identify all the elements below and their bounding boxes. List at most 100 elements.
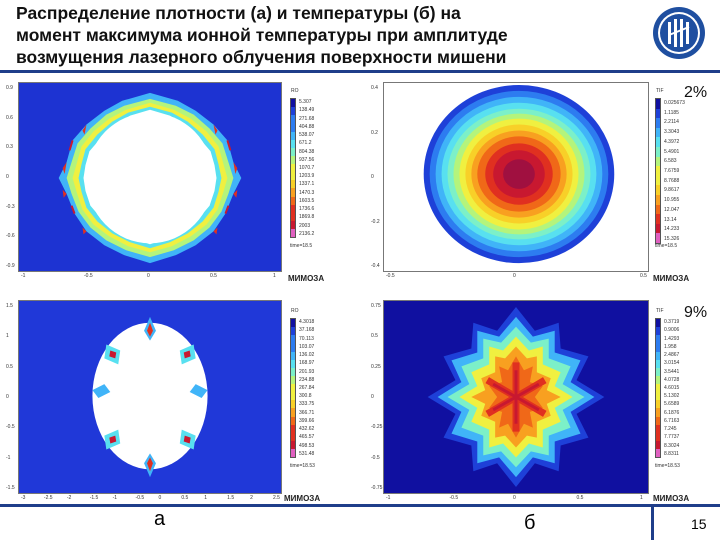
colorbar-value: 1736.6 — [299, 206, 315, 213]
colorbar-value: 6.1876 — [664, 409, 680, 416]
colorbar-segment — [656, 367, 660, 376]
amplitude-label-top: 2% — [684, 84, 708, 101]
colorbar-value: 138.49 — [299, 107, 315, 114]
colorbar-segment — [656, 449, 660, 458]
title-line-2: момент максимума ионной температуры при … — [16, 25, 508, 45]
colorbar-value: 6.7163 — [664, 417, 680, 424]
x-tick-label: 0 — [158, 495, 162, 501]
colorbar-segment — [291, 220, 295, 229]
plot-temperature-9pct — [383, 300, 649, 494]
colorbar — [655, 318, 661, 458]
colorbar-segment — [656, 319, 660, 328]
y-tick-label: 0 — [6, 174, 9, 180]
colorbar-segment — [656, 156, 660, 167]
colorbar-segment — [291, 196, 295, 205]
colorbar-segment — [291, 359, 295, 368]
title-line-1: Распределение плотности (а) и температур… — [16, 3, 461, 23]
x-tick-label: 0 — [147, 273, 150, 279]
colorbar-value: 4.6015 — [664, 385, 680, 391]
y-tick-label: -0.2 — [371, 218, 380, 225]
colorbar-segment — [656, 408, 660, 417]
colorbar-segment — [291, 408, 295, 417]
colorbar-segment — [291, 400, 295, 409]
colorbar-value: 3.5441 — [664, 368, 680, 375]
colorbar-value: 1070.7 — [299, 165, 315, 171]
colorbar-title: TIF — [656, 88, 664, 94]
colorbar-segment — [291, 335, 295, 344]
colorbar-value: 5.6589 — [664, 401, 680, 408]
colorbar-segment — [656, 440, 660, 449]
colorbar-value: 1.4293 — [664, 335, 680, 342]
colorbar-segment — [656, 327, 660, 336]
bottom-divider — [651, 504, 654, 540]
colorbar-segment — [291, 416, 295, 425]
colorbar-value: 7.6759 — [664, 168, 680, 174]
plot-density-9pct — [18, 300, 282, 494]
x-tick-label: -2 — [66, 495, 72, 501]
colorbar-value: 3.3043 — [664, 129, 680, 136]
x-tick-label: -0.5 — [449, 495, 459, 501]
amplitude-label-bottom: 9% — [684, 304, 708, 321]
colorbar-segment — [656, 424, 660, 433]
colorbar-segment — [656, 384, 660, 393]
colorbar-value: 671.2 — [299, 140, 312, 147]
plot-density-2pct — [18, 82, 282, 272]
title-line-3: возмущения лазерного облучения поверхнос… — [16, 47, 507, 67]
colorbar-segment — [291, 424, 295, 433]
y-tick-label: -0.6 — [6, 233, 15, 240]
colorbar-segment — [291, 449, 295, 458]
colorbar-value: 1337.1 — [299, 181, 315, 188]
colorbar — [290, 318, 296, 458]
colorbar-value: 1203.9 — [299, 173, 315, 180]
colorbar-value: 7.7737 — [664, 434, 680, 441]
colorbar-value: 8.3024 — [664, 442, 680, 449]
colorbar-segment — [656, 204, 660, 215]
colorbar-value: 5.1302 — [664, 393, 680, 400]
colorbar-segment — [291, 319, 295, 328]
colorbar-segment — [291, 188, 295, 197]
x-tick-label: 1 — [204, 495, 208, 501]
colorbar-segment — [656, 416, 660, 425]
colorbar-value: 300.8 — [299, 393, 312, 400]
x-tick-label: -1 — [112, 495, 118, 501]
colorbar-value: 404.88 — [299, 123, 315, 130]
colorbar-segment — [656, 343, 660, 352]
colorbar-segment — [656, 99, 660, 109]
colorbar-segment — [656, 166, 660, 176]
y-tick-label: 0.75 — [371, 303, 381, 309]
colorbar-segment — [291, 212, 295, 221]
colorbar-segment — [291, 139, 295, 148]
colorbar-value: 10.955 — [664, 197, 680, 204]
colorbar-value: 2.2114 — [664, 119, 679, 126]
x-tick-label: -0.5 — [135, 495, 145, 501]
y-tick-label: 0.25 — [371, 363, 381, 370]
colorbar-value: 804.38 — [299, 148, 315, 155]
colorbar-value: 1.958 — [664, 343, 677, 350]
colorbar-segment — [291, 204, 295, 213]
software-label-3: МИМОЗА — [284, 494, 321, 503]
colorbar-value: 399.66 — [299, 417, 315, 424]
time-label: time=18.53 — [655, 463, 680, 469]
colorbar-value: 0.3719 — [664, 319, 680, 326]
x-tick-label: 0.5 — [181, 495, 189, 501]
software-label-2: МИМОЗА — [653, 274, 690, 283]
colorbar-value: 15.326 — [664, 236, 680, 243]
colorbar-value: 498.53 — [299, 442, 315, 449]
y-tick-label: 0 — [371, 394, 374, 400]
colorbar-segment — [656, 214, 660, 224]
y-tick-label: 0.3 — [6, 144, 13, 151]
colorbar-value: 1470.3 — [299, 189, 315, 196]
colorbar-segment — [656, 432, 660, 441]
x-tick-label: 0.5 — [576, 495, 584, 501]
colorbar-value: 531.48 — [299, 450, 315, 457]
colorbar-segment — [291, 123, 295, 132]
x-tick-label: -1.5 — [89, 495, 99, 501]
y-tick-label: -1.5 — [6, 485, 15, 491]
colorbar-value: 432.62 — [299, 426, 315, 433]
colorbar-value: 267.84 — [299, 385, 315, 391]
colorbar-value: 2.4867 — [664, 352, 680, 359]
colorbar-value: 2136.2 — [299, 230, 315, 237]
colorbar-value: 1869.8 — [299, 214, 315, 221]
colorbar-segment — [291, 440, 295, 449]
colorbar-value: 4.3018 — [299, 319, 315, 326]
